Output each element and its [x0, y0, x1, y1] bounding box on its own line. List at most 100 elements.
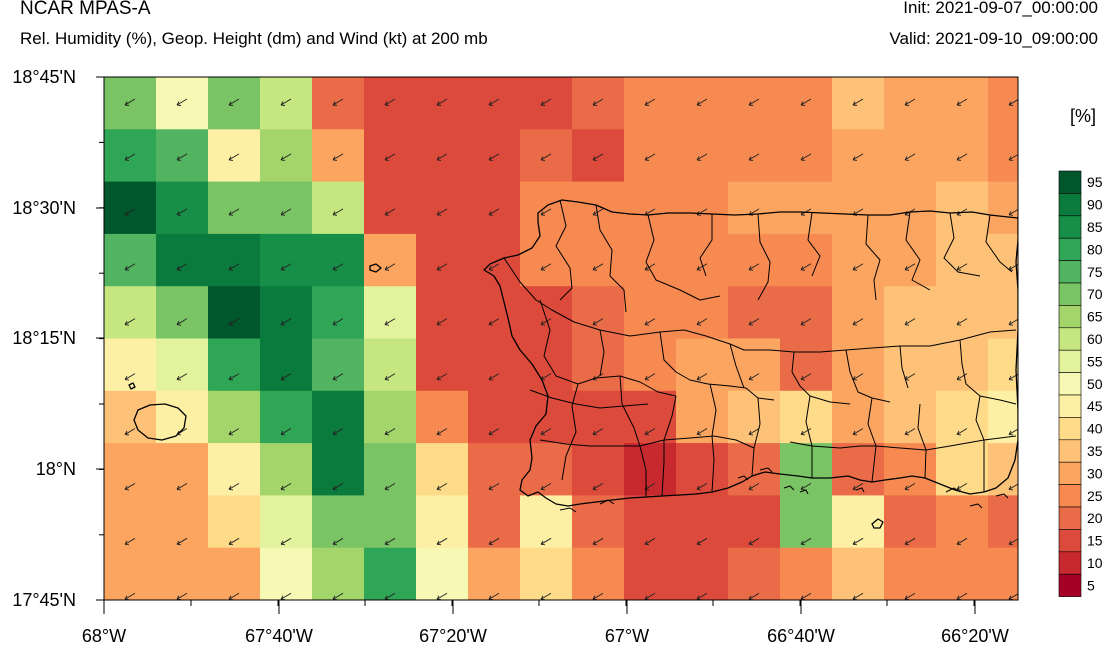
wind-arrow: [592, 98, 604, 106]
rh-cell: [832, 286, 885, 340]
rh-cell: [364, 390, 417, 444]
rh-cell: [416, 129, 469, 183]
rh-cell: [780, 286, 833, 340]
rh-cell: [676, 129, 729, 183]
colorbar-label: 40: [1087, 421, 1103, 437]
rh-cell: [468, 338, 521, 392]
rh-cell: [104, 77, 157, 130]
lat-tick-label: 18°N: [36, 459, 76, 479]
colorbar-label: 55: [1087, 353, 1103, 369]
wind-arrow: [176, 537, 188, 546]
wind-arrow: [384, 428, 396, 436]
wind-arrow: [384, 318, 396, 326]
rh-cell: [832, 77, 885, 130]
rh-cell: [416, 495, 469, 549]
rh-cell: [468, 77, 521, 130]
colorbar-label: 95: [1087, 174, 1103, 190]
rh-cell: [208, 181, 261, 235]
wind-arrow: [124, 318, 136, 326]
colorbar-unit: [%]: [1070, 106, 1096, 126]
rh-cell: [104, 233, 157, 287]
rh-cell: [832, 443, 885, 496]
rh-cell: [260, 547, 313, 600]
wind-arrow: [176, 98, 188, 106]
colorbar-label: 10: [1087, 555, 1103, 571]
rh-cell: [572, 77, 625, 130]
wind-arrow: [540, 263, 552, 271]
rh-cell: [780, 338, 833, 392]
wind-arrow: [904, 428, 916, 436]
colorbar-label: 35: [1087, 443, 1103, 459]
rh-cell: [988, 495, 1018, 549]
mona-island: [133, 403, 187, 441]
colorbar-label: 75: [1087, 264, 1103, 280]
rh-cell: [884, 233, 937, 287]
rh-cell: [104, 495, 157, 549]
rh-cell: [156, 181, 209, 235]
wind-arrow: [696, 373, 708, 381]
rh-cell: [884, 443, 937, 496]
wind-arrow: [384, 98, 396, 106]
wind-arrow: [1008, 153, 1018, 161]
wind-arrow: [644, 537, 656, 546]
rh-cell: [624, 77, 677, 130]
rh-cell: [884, 286, 937, 340]
wind-arrow: [904, 98, 916, 106]
wind-arrow: [228, 208, 240, 216]
wind-arrow: [436, 428, 448, 436]
wind-arrow: [644, 428, 656, 436]
rh-cell: [936, 495, 989, 549]
wind-arrow: [124, 208, 136, 216]
wind-arrow: [384, 208, 396, 216]
wind-arrow: [696, 263, 708, 271]
wind-arrow: [800, 318, 812, 326]
rh-cell: [260, 443, 313, 496]
wind-arrow: [852, 318, 864, 326]
wind-arrow: [800, 263, 812, 271]
rh-cell: [780, 495, 833, 549]
wind-arrow: [332, 153, 344, 161]
wind-arrow: [436, 153, 448, 161]
wind-arrow: [956, 263, 968, 271]
wind-arrow: [800, 428, 812, 436]
colorbar-swatch: [1058, 506, 1082, 530]
colorbar-swatch: [1058, 349, 1082, 373]
wind-arrow: [228, 537, 240, 546]
wind-arrow: [1008, 538, 1018, 546]
rh-cell: [468, 181, 521, 235]
rh-cell: [832, 129, 885, 183]
wind-arrow: [904, 153, 916, 161]
wind-arrow: [696, 537, 708, 546]
wind-arrow: [280, 263, 292, 271]
rh-cell: [156, 233, 209, 287]
rh-cell: [728, 181, 781, 235]
rh-cell: [624, 338, 677, 392]
wind-arrow: [540, 318, 552, 326]
wind-arrow: [332, 373, 344, 381]
rh-cell: [572, 495, 625, 549]
rh-cell: [260, 181, 313, 235]
wind-arrow: [280, 483, 292, 491]
rh-cell: [208, 233, 261, 287]
rh-cell: [676, 600, 729, 647]
rh-cell: [364, 77, 417, 130]
rh-cell: [676, 77, 729, 130]
municipal-boundaries: [503, 199, 1017, 497]
rh-cell: [936, 233, 989, 287]
puerto-rico-coastline: [483, 199, 1018, 507]
rh-cell: [676, 338, 729, 392]
wind-arrow: [280, 373, 292, 381]
wind-arrow: [332, 208, 344, 216]
wind-arrow: [488, 98, 500, 106]
colorbar-label: 30: [1087, 465, 1103, 481]
wind-arrow: [852, 263, 864, 271]
rh-cell: [156, 443, 209, 496]
wind-arrow: [592, 318, 604, 326]
rh-cell: [104, 547, 157, 600]
wind-arrow: [956, 98, 968, 106]
rh-cell: [312, 495, 365, 549]
colorbar-swatch: [1058, 282, 1082, 306]
rh-cell: [416, 443, 469, 496]
rh-cell: [104, 338, 157, 392]
wind-arrow: [800, 483, 812, 491]
